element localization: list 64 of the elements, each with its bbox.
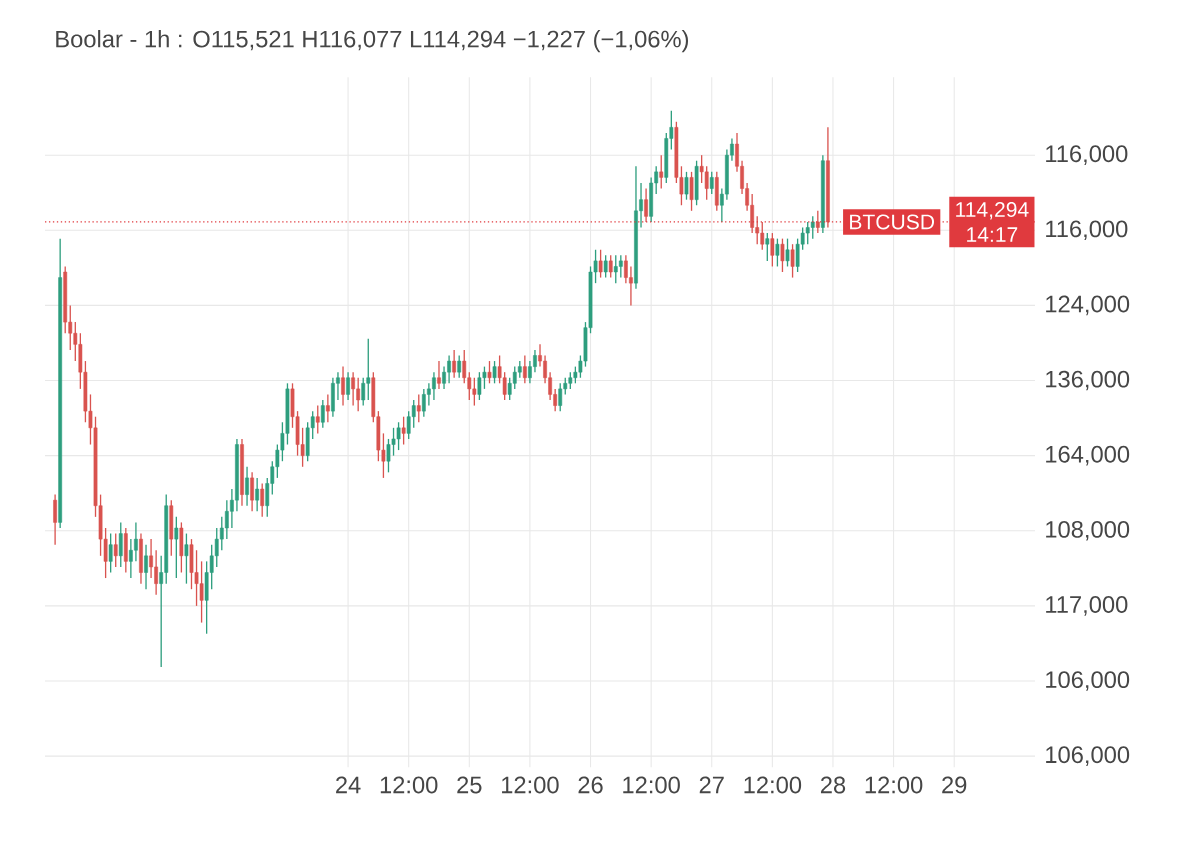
x-tick-label: 12:00 [380, 776, 438, 794]
candlestick [320, 399, 325, 429]
candlestick [437, 360, 441, 390]
x-tick-label: 12:00 [623, 776, 680, 794]
text: 106,000 [1046, 746, 1130, 767]
candlestick [765, 232, 770, 262]
candlestick [608, 254, 613, 279]
x-tick-label: 26 [578, 776, 603, 794]
candlestick [53, 494, 57, 546]
candlestick [245, 466, 249, 507]
candlestick [598, 249, 603, 279]
x-tick-label: 27 [699, 776, 724, 794]
text: 116,000 [1046, 220, 1128, 241]
candlestick [346, 371, 350, 401]
text: 136,000 [1046, 370, 1130, 391]
annotation: BTCUSD [850, 214, 935, 230]
x-tick-label: 12:00 [502, 776, 559, 794]
candlestick [325, 393, 330, 424]
candlestick [770, 232, 775, 268]
x-tick-label: 12:00 [744, 776, 802, 794]
text: 116,000 [1046, 145, 1128, 166]
candlestick [315, 405, 320, 435]
x-tick-label: 12:00 [865, 776, 923, 794]
candlestick [522, 354, 527, 385]
candlestick [684, 171, 689, 201]
candlestick [118, 521, 123, 568]
candlestick [255, 477, 260, 513]
chart-title: Boolar - 1h : O115,521 H116,077 L114,294 −1,227 (−1,06%) [56, 30, 689, 53]
candlestick [780, 238, 785, 273]
text: 124,000 [1046, 295, 1130, 316]
text: 106,000 [1046, 671, 1130, 691]
candlestick [113, 533, 118, 568]
candlestick [709, 171, 714, 195]
text: 14:17 [967, 227, 1018, 242]
annotation: 114,294 [956, 202, 1029, 220]
candlestick [487, 360, 492, 385]
candlestick [790, 243, 795, 279]
text: 117,000 [1046, 596, 1128, 616]
x-tick-label: 29 [942, 776, 967, 794]
candlestick [775, 238, 780, 268]
candlestick [815, 210, 820, 234]
candlestick [341, 366, 345, 407]
text: 164,000 [1046, 445, 1130, 466]
candlestick [644, 188, 648, 223]
candlestick [184, 533, 189, 585]
text: 108,000 [1046, 521, 1130, 541]
candlestick [603, 254, 608, 279]
candlestick [108, 533, 113, 574]
candlestick [250, 471, 254, 513]
candlestick [457, 354, 462, 379]
candlestick [785, 238, 790, 268]
candlestick [659, 154, 664, 190]
candlestick [492, 360, 497, 385]
candlestick [401, 416, 406, 446]
candlestick [144, 544, 148, 590]
candlestick [260, 482, 265, 518]
x-tick-label: 25 [457, 776, 482, 794]
candlestick [618, 254, 623, 279]
candlestick [452, 349, 457, 379]
candlestick [689, 171, 694, 212]
x-tick-label: 24 [336, 776, 361, 794]
candlestick [416, 393, 421, 424]
candlestick [174, 516, 179, 579]
x-tick-label: 28 [820, 776, 846, 794]
